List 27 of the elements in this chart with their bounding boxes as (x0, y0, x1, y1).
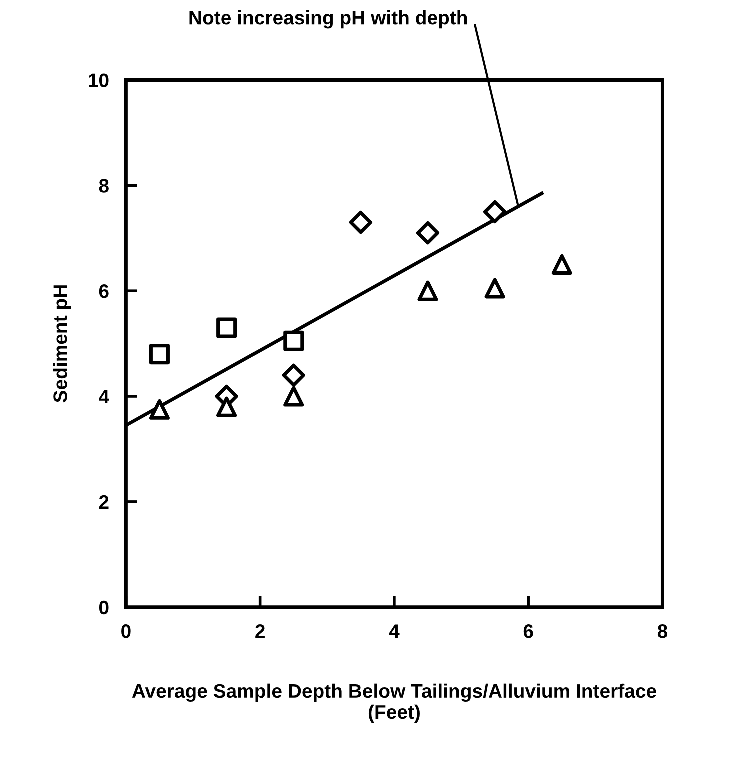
point (149, 344, 170, 365)
y-tick-label: 4 (99, 390, 110, 404)
x-tick-label: 6 (524, 624, 534, 638)
point (484, 200, 507, 224)
y-tick-label: 10 (89, 74, 109, 88)
x-tick-label: 2 (256, 624, 265, 638)
point (149, 399, 170, 420)
x-tick-label: 8 (658, 624, 668, 638)
point (552, 254, 572, 275)
y-tick-label: 6 (99, 284, 109, 298)
point (282, 364, 306, 387)
y-tick-label: 8 (99, 179, 109, 193)
point (216, 318, 238, 338)
point (418, 280, 438, 302)
point (284, 330, 304, 352)
point (349, 210, 372, 234)
point (284, 386, 304, 407)
x-axis-title: Average Sample Depth Below Tailings/Alluvium Interface (Feet) (132, 684, 656, 723)
point (216, 396, 238, 418)
x-tick-label: 0 (122, 624, 131, 638)
x-tick-label: 4 (389, 624, 400, 638)
point (416, 222, 440, 245)
annotation: Note increasing pH with depth (190, 10, 468, 29)
y-tick-label: 2 (99, 495, 109, 509)
point (484, 278, 506, 299)
y-axis-title: Sediment pH (53, 286, 72, 403)
y-tick-label: 0 (99, 600, 109, 615)
